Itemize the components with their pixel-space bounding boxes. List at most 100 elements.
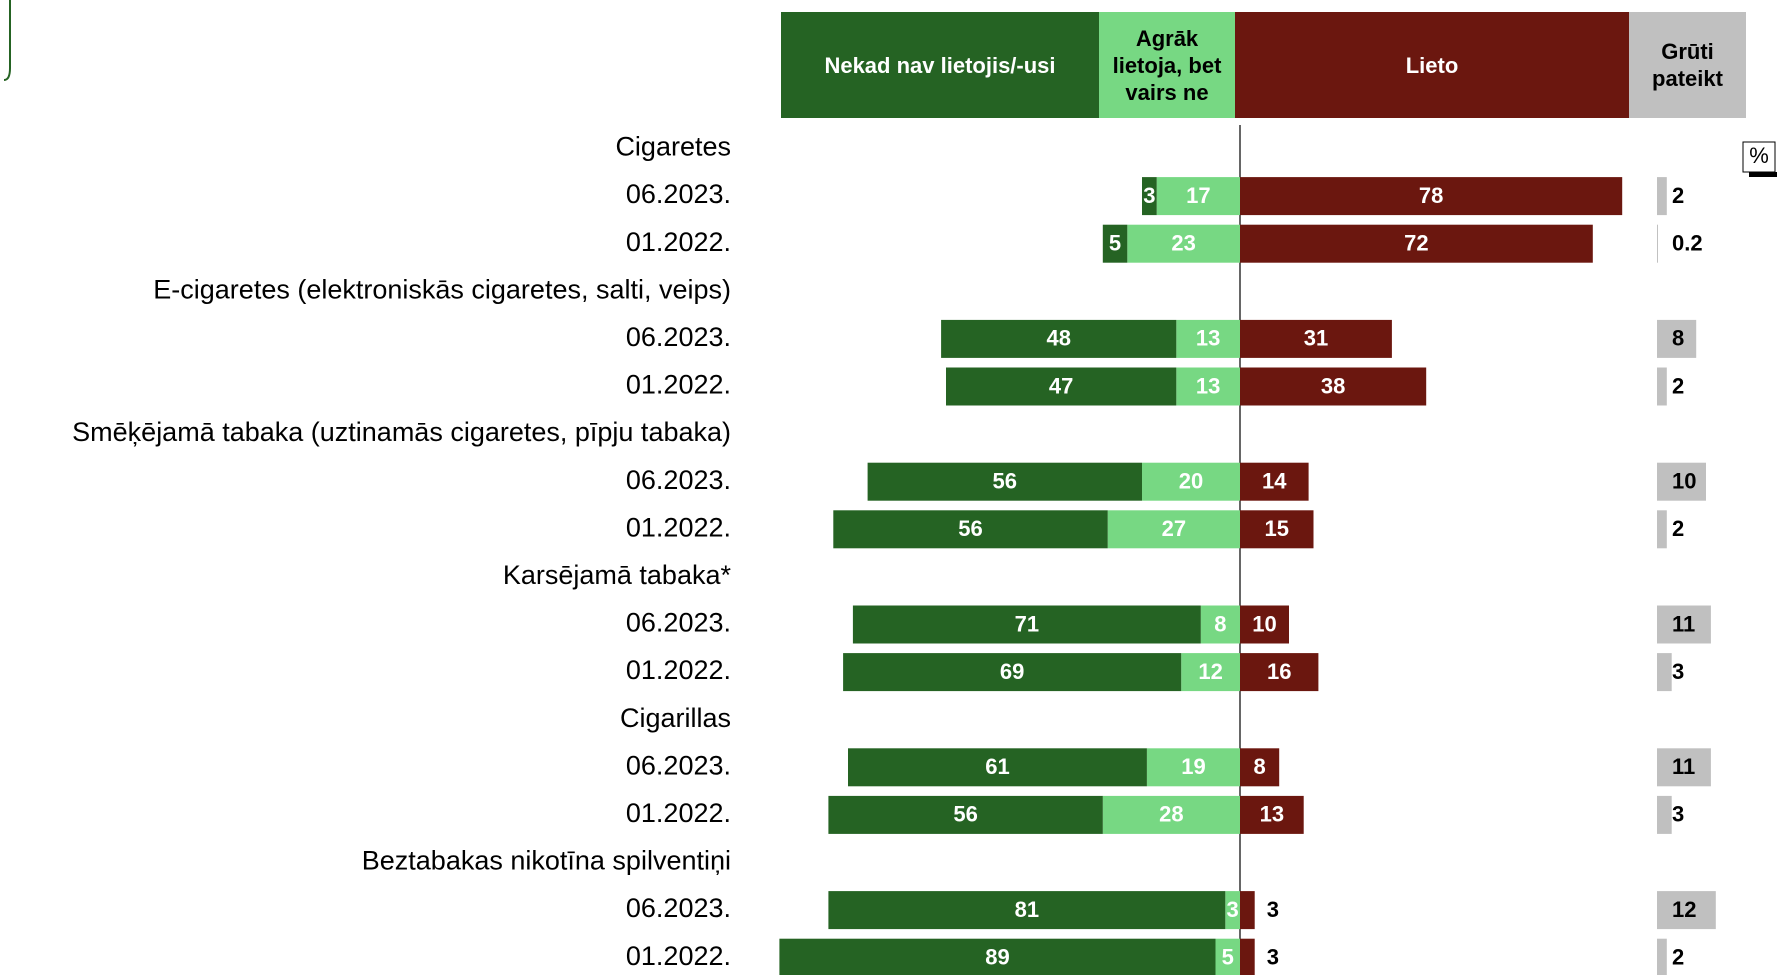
bar <box>941 319 1177 358</box>
legend-header: Lieto <box>1235 12 1629 118</box>
row-label: 06.2023. <box>626 893 731 923</box>
bar-label: 81 <box>1015 897 1039 922</box>
bar-label: 20 <box>1179 469 1203 494</box>
bar-label: 14 <box>1262 469 1287 494</box>
bar-label: 56 <box>993 469 1017 494</box>
row-label: 01.2022. <box>626 512 731 542</box>
bar <box>1127 224 1240 263</box>
bar-label: 8 <box>1253 754 1265 779</box>
group-label: E-cigaretes (elektroniskās cigaretes, sa… <box>153 274 731 304</box>
bar <box>1102 224 1128 263</box>
bar <box>1240 748 1280 787</box>
group-label: Cigaretes <box>615 132 731 162</box>
bar-label: 47 <box>1049 373 1073 398</box>
bar-label: 2 <box>1672 516 1684 541</box>
bar-label: 0.2 <box>1672 231 1703 256</box>
row-label: 01.2022. <box>626 798 731 828</box>
bar <box>1240 605 1289 644</box>
bar-label: 31 <box>1304 326 1328 351</box>
bar-label: 48 <box>1046 326 1070 351</box>
bar <box>1102 795 1240 834</box>
bar-label: 38 <box>1321 373 1345 398</box>
bar <box>1200 605 1240 644</box>
bar-label: 13 <box>1196 326 1220 351</box>
bar <box>1215 938 1240 975</box>
bar <box>1657 224 1658 263</box>
bar-label: 11 <box>1672 611 1695 636</box>
bar-label: 8 <box>1672 326 1684 351</box>
bar <box>1240 177 1623 216</box>
bar <box>1142 462 1240 501</box>
bar <box>1657 795 1672 834</box>
bar-label: 71 <box>1015 611 1039 636</box>
bar-label: 89 <box>985 945 1009 970</box>
bar-label: 72 <box>1404 231 1428 256</box>
row-label: 01.2022. <box>626 941 731 971</box>
row-label: 06.2023. <box>626 179 731 209</box>
bar-label: 11 <box>1672 754 1695 779</box>
bar-label: 3 <box>1267 945 1279 970</box>
bar-label: 78 <box>1419 183 1443 208</box>
bar <box>867 462 1142 501</box>
row-label: 06.2023. <box>626 750 731 780</box>
bar-label: 13 <box>1260 802 1284 827</box>
group-label: Beztabakas nikotīna spilventiņi <box>362 846 731 876</box>
bar <box>1240 938 1255 975</box>
bar-label: 2 <box>1672 373 1684 398</box>
bar-label: 17 <box>1186 183 1210 208</box>
bar-label: 13 <box>1196 373 1220 398</box>
bar-label: 3 <box>1672 659 1684 684</box>
unit-box <box>1742 141 1776 173</box>
legend-header: Nekad nav lietojis/-usi <box>781 12 1099 118</box>
bar <box>1657 653 1672 692</box>
bar-label: 56 <box>953 802 977 827</box>
bar <box>1657 891 1716 930</box>
bar-label: 5 <box>1222 945 1234 970</box>
bar-label: 8 <box>1214 611 1226 636</box>
bar-label: 12 <box>1672 897 1696 922</box>
bar <box>1142 177 1157 216</box>
bar <box>1240 510 1314 549</box>
bar-label: 3 <box>1143 183 1155 208</box>
bar <box>1240 367 1427 406</box>
bar <box>1107 510 1240 549</box>
bar <box>833 510 1108 549</box>
bar <box>1657 605 1711 644</box>
bar <box>1240 462 1309 501</box>
bar <box>779 938 1216 975</box>
row-label: 06.2023. <box>626 608 731 638</box>
bar-label: 61 <box>985 754 1009 779</box>
bar-label: 3 <box>1227 897 1239 922</box>
bar <box>1176 319 1240 358</box>
bar <box>1176 367 1240 406</box>
frame-corner <box>3 0 11 81</box>
group-label: Karsējamā tabaka* <box>503 560 732 590</box>
bar <box>1240 319 1392 358</box>
bar-label: 3 <box>1267 897 1279 922</box>
bar <box>828 891 1226 930</box>
bar <box>848 748 1147 787</box>
bar <box>828 795 1103 834</box>
bar-label: 12 <box>1198 659 1222 684</box>
legend-header: Agrāk lietoja, bet vairs ne <box>1099 12 1235 118</box>
bar <box>1657 319 1697 358</box>
row-label: 01.2022. <box>626 227 731 257</box>
bar <box>1146 748 1240 787</box>
bar-label: 3 <box>1672 802 1684 827</box>
bar <box>852 605 1201 644</box>
bar <box>1225 891 1240 930</box>
legend-header: Grūti pateikt <box>1629 12 1746 118</box>
row-label: 06.2023. <box>626 322 731 352</box>
bar-label: 2 <box>1672 183 1684 208</box>
bar-label: 10 <box>1252 611 1276 636</box>
bar <box>1657 938 1667 975</box>
row-label: 01.2022. <box>626 370 731 400</box>
bar <box>1181 653 1240 692</box>
bar <box>1240 891 1255 930</box>
bar-label: 19 <box>1181 754 1205 779</box>
bar <box>1156 177 1240 216</box>
bar <box>1240 795 1304 834</box>
group-label: Smēķējamā tabaka (uztinamās cigaretes, p… <box>72 417 731 447</box>
group-label: Cigarillas <box>620 703 731 733</box>
